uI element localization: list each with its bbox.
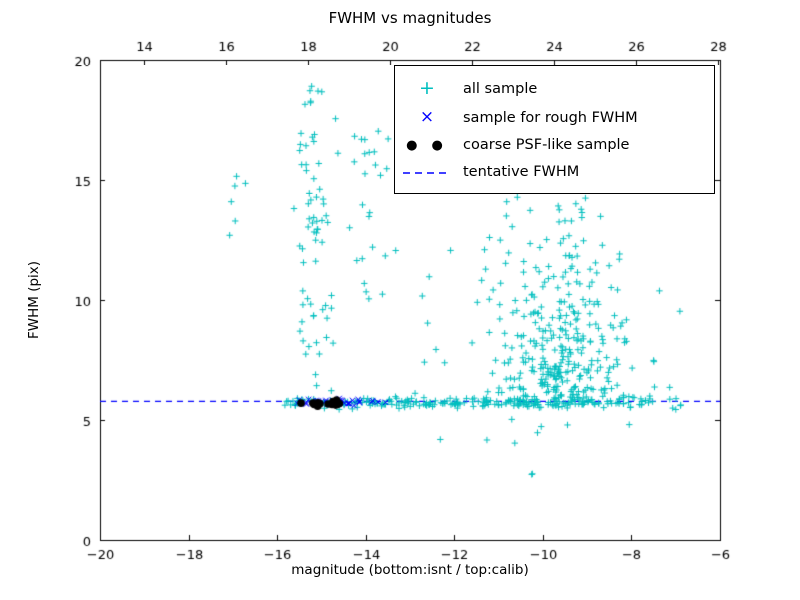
legend-label: tentative FWHM xyxy=(463,164,580,180)
x-axis-label: magnitude (bottom:isnt / top:calib) xyxy=(291,562,529,578)
x-marker-icon: × xyxy=(419,107,435,127)
legend-label: coarse PSF-like sample xyxy=(463,137,630,153)
plus-marker-icon: + xyxy=(419,77,435,99)
y-axis-label: FWHM (pix) xyxy=(26,260,42,340)
legend-item-rough-fwhm: × sample for rough FWHM xyxy=(401,109,708,126)
legend-item-tentative-fwhm: tentative FWHM xyxy=(401,164,708,180)
chart-title: FWHM vs magnitudes xyxy=(328,9,492,27)
dashed-line-icon xyxy=(401,165,453,180)
legend-label: all sample xyxy=(463,80,538,97)
legend-item-all-sample: + all sample xyxy=(401,79,708,98)
legend-label: sample for rough FWHM xyxy=(463,109,638,126)
legend-item-psf-sample: ● ● coarse PSF-like sample xyxy=(401,137,708,153)
dot-marker-icon: ● ● xyxy=(406,137,448,153)
legend: + all sample × sample for rough FWHM ● ●… xyxy=(394,65,715,194)
